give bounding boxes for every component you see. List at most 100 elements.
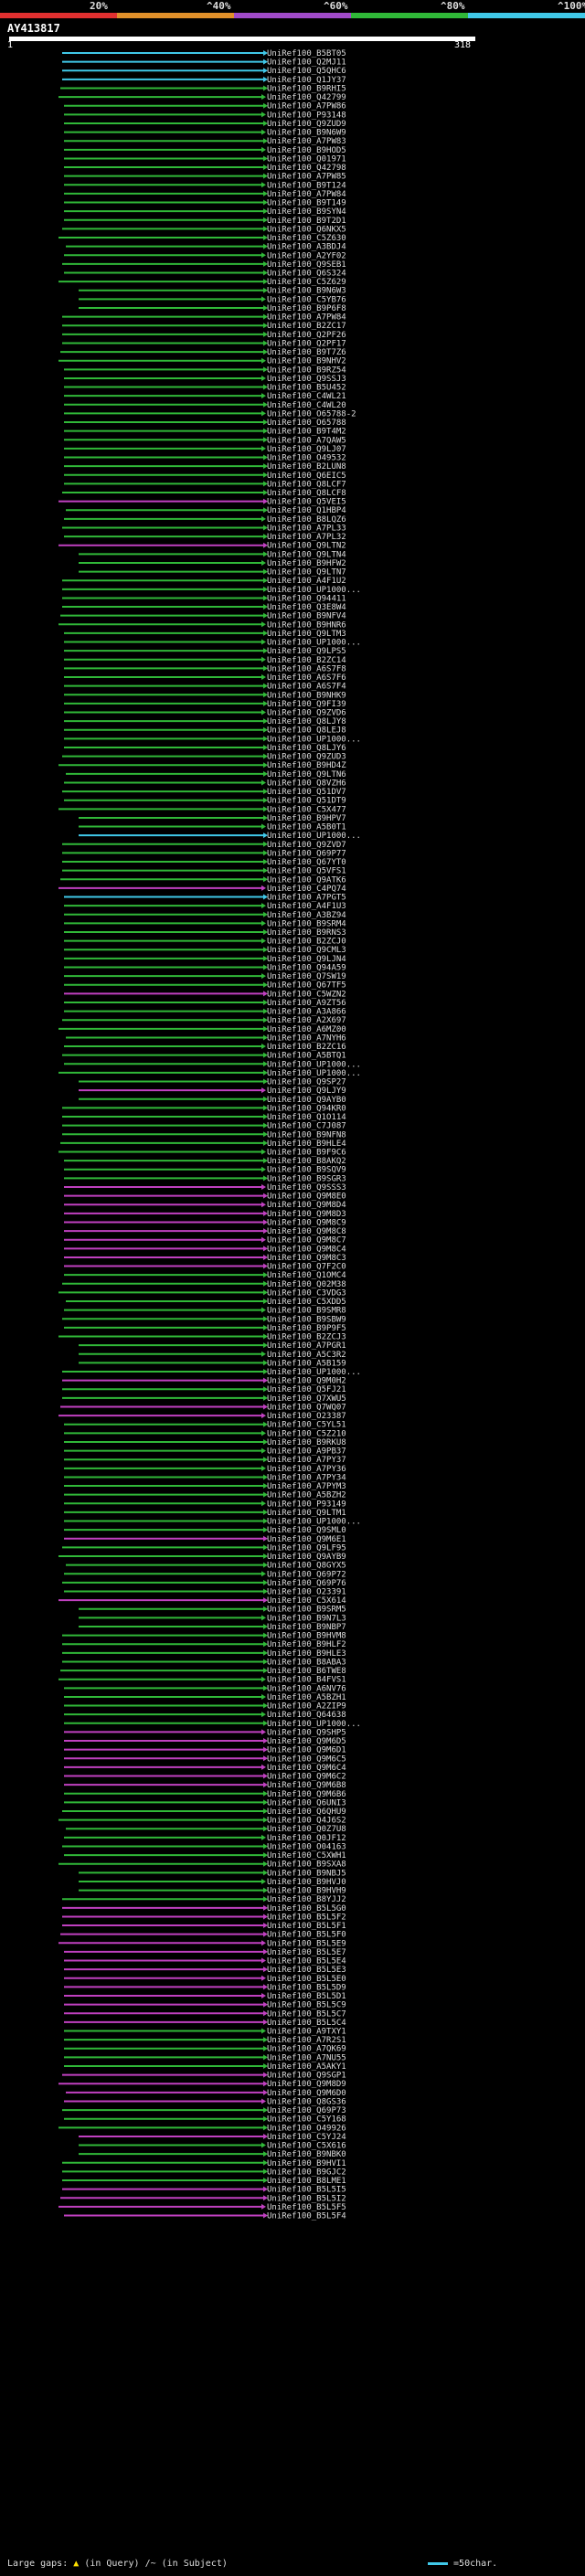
hit-label[interactable]: UniRef100_A7QK69 xyxy=(267,2045,346,2054)
hit-label[interactable]: UniRef100_Q9LTN4 xyxy=(267,550,346,559)
hit-label[interactable]: UniRef100_UP1000... xyxy=(267,586,361,595)
hit-label[interactable]: UniRef100_B5U452 xyxy=(267,384,346,393)
hit-label[interactable]: UniRef100_B9HVI1 xyxy=(267,2159,346,2168)
hit-row[interactable]: UniRef100_Q6EIC5 xyxy=(64,472,346,481)
hit-row[interactable]: UniRef100_Q9M6C5 xyxy=(64,1754,346,1764)
hit-row[interactable]: UniRef100_A6S7F4 xyxy=(64,683,346,692)
hit-row[interactable]: UniRef100_B2ZC14 xyxy=(64,656,346,665)
hit-label[interactable]: UniRef100_Q0Z7U8 xyxy=(267,1825,346,1834)
hit-row[interactable]: UniRef100_B5L5C7 xyxy=(64,2009,346,2019)
hit-label[interactable]: UniRef100_B9RKU8 xyxy=(267,1438,346,1447)
hit-row[interactable]: UniRef100_Q9LPS5 xyxy=(64,647,346,656)
hit-label[interactable]: UniRef100_B9HLE3 xyxy=(267,1649,346,1659)
hit-row[interactable]: UniRef100_Q9M8C9 xyxy=(64,1218,346,1227)
hit-label[interactable]: UniRef100_O65788 xyxy=(267,419,346,428)
hit-row[interactable]: UniRef100_Q8GYX5 xyxy=(66,1562,346,1571)
hit-label[interactable]: UniRef100_A6NV76 xyxy=(267,1684,346,1693)
hit-label[interactable]: UniRef100_Q1OMC4 xyxy=(267,1271,346,1280)
hit-label[interactable]: UniRef100_B8LME1 xyxy=(267,2177,346,2186)
hit-row[interactable]: UniRef100_B9NBP7 xyxy=(79,1623,346,1632)
hit-row[interactable]: UniRef100_A9PB37 xyxy=(64,1447,346,1457)
hit-label[interactable]: UniRef100_A4F1U2 xyxy=(267,577,346,586)
hit-row[interactable]: UniRef100_Q9M8D3 xyxy=(64,1210,346,1219)
hit-row[interactable]: UniRef100_Q8LJY6 xyxy=(64,744,346,753)
hit-label[interactable]: UniRef100_B9NHK9 xyxy=(267,691,346,700)
hit-label[interactable]: UniRef100_B5BT05 xyxy=(267,49,346,58)
hit-row[interactable]: UniRef100_Q0JF12 xyxy=(64,1834,346,1843)
hit-row[interactable]: UniRef100_A9TXY1 xyxy=(64,2028,346,2037)
hit-row[interactable]: UniRef100_Q5FJ21 xyxy=(62,1385,346,1394)
hit-row[interactable]: UniRef100_B9SMR8 xyxy=(64,1307,346,1316)
hit-row[interactable]: UniRef100_B2ZC16 xyxy=(64,1043,346,1052)
hit-row[interactable]: UniRef100_Q94A59 xyxy=(64,963,346,972)
hit-label[interactable]: UniRef100_B5L5F4 xyxy=(267,2212,346,2221)
hit-label[interactable]: UniRef100_A7PW84 xyxy=(267,190,346,199)
hit-row[interactable]: UniRef100_Q9ZUD9 xyxy=(64,120,346,129)
hit-label[interactable]: UniRef100_Q9M8D4 xyxy=(267,1201,346,1210)
hit-label[interactable]: UniRef100_B5L5E0 xyxy=(267,1975,346,1984)
hit-row[interactable]: UniRef100_Q1JY37 xyxy=(62,76,346,85)
hit-label[interactable]: UniRef100_Q9FI39 xyxy=(267,700,346,709)
hit-label[interactable]: UniRef100_Q51DT9 xyxy=(267,797,346,806)
hit-label[interactable]: UniRef100_A3BDJ4 xyxy=(267,243,346,252)
hit-row[interactable]: UniRef100_Q6NKX5 xyxy=(62,225,346,234)
hit-row[interactable]: UniRef100_A3BZ94 xyxy=(64,911,346,920)
hit-row[interactable]: UniRef100_Q5VEI5 xyxy=(58,498,346,507)
hit-label[interactable]: UniRef100_Q8GYX5 xyxy=(267,1562,346,1571)
hit-row[interactable]: UniRef100_Q01971 xyxy=(64,154,346,164)
hit-label[interactable]: UniRef100_A5C3R2 xyxy=(267,1351,346,1360)
hit-row[interactable]: UniRef100_Q9SHP5 xyxy=(64,1728,346,1737)
hit-row[interactable]: UniRef100_Q9LTN4 xyxy=(79,550,346,559)
hit-label[interactable]: UniRef100_Q9LTM3 xyxy=(267,630,346,639)
hit-label[interactable]: UniRef100_B9SBW9 xyxy=(267,1315,346,1324)
hit-row[interactable]: UniRef100_Q69P73 xyxy=(62,2106,346,2115)
hit-row[interactable]: UniRef100_Q2MJ11 xyxy=(62,58,346,68)
hit-row[interactable]: UniRef100_Q9SSS3 xyxy=(64,1183,346,1193)
hit-label[interactable]: UniRef100_B9N6W3 xyxy=(267,287,346,296)
hit-label[interactable]: UniRef100_A7R2S1 xyxy=(267,2036,346,2045)
hit-label[interactable]: UniRef100_Q51DV7 xyxy=(267,788,346,797)
hit-label[interactable]: UniRef100_O04163 xyxy=(267,1842,346,1851)
hit-label[interactable]: UniRef100_Q8LJY8 xyxy=(267,717,346,726)
hit-row[interactable]: UniRef100_Q2PF17 xyxy=(62,339,346,348)
hit-row[interactable]: UniRef100_Q9M6D1 xyxy=(64,1746,346,1755)
hit-label[interactable]: UniRef100_B9HOD5 xyxy=(267,146,346,155)
hit-row[interactable]: UniRef100_Q5QHC6 xyxy=(62,67,346,76)
hit-label[interactable]: UniRef100_C5Z630 xyxy=(267,234,346,243)
hit-row[interactable]: UniRef100_Q9SSJ3 xyxy=(64,375,346,384)
hit-row[interactable]: UniRef100_Q8LJY8 xyxy=(64,717,346,726)
hit-row[interactable]: UniRef100_A6S7F8 xyxy=(64,664,346,673)
hit-label[interactable]: UniRef100_Q9M6D1 xyxy=(267,1746,346,1755)
hit-row[interactable]: UniRef100_Q9M8C3 xyxy=(64,1254,346,1263)
hit-row[interactable]: UniRef100_Q9M6E1 xyxy=(64,1535,346,1544)
hit-row[interactable]: UniRef100_A6NV76 xyxy=(64,1684,346,1693)
hit-label[interactable]: UniRef100_A7NYH6 xyxy=(267,1034,346,1043)
hit-label[interactable]: UniRef100_Q9M8E0 xyxy=(267,1193,346,1202)
hit-row[interactable]: UniRef100_C5WZN2 xyxy=(64,990,346,999)
hit-label[interactable]: UniRef100_Q7WQ07 xyxy=(267,1403,346,1412)
hit-label[interactable]: UniRef100_B9HPV7 xyxy=(267,814,346,823)
hit-row[interactable]: UniRef100_C4PQ74 xyxy=(58,885,346,894)
hit-label[interactable]: UniRef100_B9HVM8 xyxy=(267,1632,346,1641)
hit-row[interactable]: UniRef100_B5L5C9 xyxy=(64,2001,346,2010)
hit-row[interactable]: UniRef100_UP1000... xyxy=(64,1060,361,1069)
hit-row[interactable]: UniRef100_Q6UNI3 xyxy=(64,1798,346,1807)
hit-row[interactable]: UniRef100_A7NYH6 xyxy=(66,1034,346,1043)
hit-row[interactable]: UniRef100_B8ABA3 xyxy=(62,1658,346,1667)
hit-row[interactable]: UniRef100_Q69P77 xyxy=(62,849,346,858)
hit-label[interactable]: UniRef100_C5YJ24 xyxy=(267,2133,346,2142)
hit-row[interactable]: UniRef100_A7PW84 xyxy=(64,190,346,199)
hit-label[interactable]: UniRef100_Q5FJ21 xyxy=(267,1385,346,1394)
hit-label[interactable]: UniRef100_Q9M6B8 xyxy=(267,1781,346,1790)
hit-label[interactable]: UniRef100_B9SMR8 xyxy=(267,1307,346,1316)
hit-label[interactable]: UniRef100_B9N6W9 xyxy=(267,129,346,138)
hit-row[interactable]: UniRef100_Q9M8C8 xyxy=(64,1227,346,1236)
hit-row[interactable]: UniRef100_Q9LJ07 xyxy=(64,445,346,454)
hit-row[interactable]: UniRef100_A7NU55 xyxy=(64,2053,346,2062)
hit-row[interactable]: UniRef100_Q42798 xyxy=(64,164,346,173)
hit-row[interactable]: UniRef100_A5BZH2 xyxy=(64,1491,346,1500)
hit-row[interactable]: UniRef100_Q67TF5 xyxy=(64,981,346,991)
hit-row[interactable]: UniRef100_B5L5F1 xyxy=(62,1922,346,1931)
hit-row[interactable]: UniRef100_Q9ZUD3 xyxy=(62,753,346,762)
hit-row[interactable]: UniRef100_UP1000... xyxy=(64,1720,361,1729)
